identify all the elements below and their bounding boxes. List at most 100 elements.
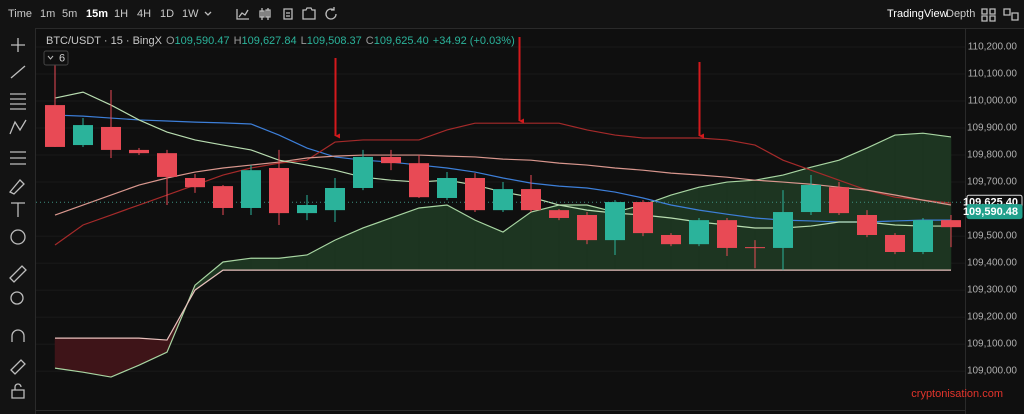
badge-count: 6 <box>59 52 65 64</box>
symbol: BTC/USDT · 15 · BingX <box>46 35 163 47</box>
cloud-fill <box>418 204 448 271</box>
annotation-arrows <box>334 37 704 139</box>
camera-icon[interactable] <box>302 7 316 20</box>
watermark: cryptonisation.com <box>911 388 1003 400</box>
candle-body <box>493 189 513 211</box>
candle-body <box>829 187 849 214</box>
ohlc-key: O <box>166 35 175 47</box>
left-toolbar <box>0 28 35 414</box>
ohlc-key: C <box>366 35 374 47</box>
candle-body <box>633 202 653 234</box>
symbol-legend: BTC/USDT · 15 · BingX O109,590.47 H109,627… <box>46 35 515 47</box>
top-toolbar <box>0 0 1024 28</box>
reset-icon[interactable] <box>325 7 337 20</box>
ohlc-value: 109,508.37 <box>307 35 362 47</box>
ohlc-value: 109,625.40 <box>374 35 429 47</box>
candle-body <box>549 210 569 218</box>
ohlc-value: 109,627.84 <box>242 35 297 47</box>
candle-body <box>521 189 541 211</box>
indicator-badge[interactable] <box>43 50 69 66</box>
candle-icon[interactable] <box>259 8 271 20</box>
cloud-span-b <box>55 269 951 341</box>
cloud-fill <box>82 337 112 378</box>
template-icon[interactable] <box>283 8 293 20</box>
y-tick-label: 109,900.00 <box>967 123 1017 134</box>
timeframe-button[interactable]: 1H <box>114 8 128 20</box>
lock-tool[interactable] <box>11 383 25 399</box>
window-icon[interactable] <box>1003 8 1019 21</box>
trendline-tool[interactable] <box>10 65 26 79</box>
toolbar-icons <box>204 7 1019 22</box>
y-tick-label: 110,000.00 <box>968 96 1018 107</box>
ohlc-value: 109,590.47 <box>175 35 230 47</box>
y-tick-label: 110,100.00 <box>968 69 1018 80</box>
timeframe-button[interactable]: 1D <box>160 8 174 20</box>
dropdown-icon[interactable] <box>204 11 212 16</box>
timeframe-button[interactable]: 15m <box>86 8 108 20</box>
zoom-tool[interactable] <box>10 291 24 305</box>
candle-body <box>745 247 765 249</box>
drawing-tools <box>8 38 27 399</box>
y-tick-label: 109,300.00 <box>967 285 1017 296</box>
cloud-fill <box>54 337 84 373</box>
y-tick-label: 109,700.00 <box>967 177 1017 188</box>
magnet-tool[interactable] <box>11 329 25 342</box>
candle-body <box>437 178 457 198</box>
change: +34.92 (+0.03%) <box>433 35 515 47</box>
candle-body <box>605 202 625 241</box>
candle-body <box>297 205 317 214</box>
y-tick-label: 109,100.00 <box>967 339 1017 350</box>
candle-body <box>325 187 345 211</box>
candle-body <box>73 125 93 146</box>
y-tick-label: 109,500.00 <box>967 231 1017 242</box>
brush-tool[interactable] <box>8 179 25 195</box>
candle-body <box>185 178 205 188</box>
toolbar-link[interactable]: Depth <box>946 8 975 20</box>
text-tool[interactable] <box>11 202 25 217</box>
candle-body <box>409 163 429 198</box>
crosshair-tool[interactable] <box>11 38 25 52</box>
ohlc-key: H <box>234 35 242 47</box>
pattern-tool[interactable] <box>9 119 27 135</box>
ohlc-key: L <box>301 35 307 47</box>
cloud-span-a <box>54 132 952 378</box>
candle-body <box>353 156 373 188</box>
fib-tool[interactable] <box>10 93 26 110</box>
candle-body <box>157 153 177 177</box>
candle-body <box>689 220 709 245</box>
candle-body <box>241 170 261 208</box>
timeframe-button[interactable]: 1W <box>182 8 199 20</box>
timeframe-button[interactable]: Time <box>8 8 32 20</box>
candle-body <box>465 178 485 211</box>
badge-chevron <box>47 55 54 60</box>
layout-icon[interactable] <box>981 8 996 22</box>
timeframe-button[interactable]: 1m <box>40 8 55 20</box>
toolbar-link[interactable]: TradingView <box>887 8 948 20</box>
y-tick-label: 109,800.00 <box>967 150 1017 161</box>
indicator-line <box>54 114 951 223</box>
indicator-icon[interactable] <box>236 9 249 20</box>
y-tick-label: 109,400.00 <box>967 258 1017 269</box>
ruler-tool[interactable] <box>9 265 27 283</box>
cloud-fill <box>810 159 840 271</box>
candle-body <box>885 234 905 253</box>
y-tick-label: 110,200.00 <box>968 42 1018 53</box>
candle-body <box>717 220 737 248</box>
y-tick-label: 109,000.00 <box>967 366 1017 377</box>
candle-body <box>661 234 681 245</box>
draw-mode-tool[interactable] <box>10 359 26 375</box>
price-label-box <box>966 204 1023 220</box>
candle-body <box>941 220 961 228</box>
forecast-tool[interactable] <box>10 151 26 165</box>
emoji-tool[interactable] <box>10 229 26 245</box>
indicator-line <box>54 154 952 216</box>
candle-body <box>857 215 877 235</box>
candle-body <box>101 126 121 150</box>
plot-area <box>36 46 965 378</box>
timeframe-button[interactable]: 4H <box>137 8 151 20</box>
candle-body <box>129 149 149 154</box>
candle-body <box>213 186 233 208</box>
timeframe-button[interactable]: 5m <box>62 8 77 20</box>
cloud-fill <box>250 257 280 271</box>
